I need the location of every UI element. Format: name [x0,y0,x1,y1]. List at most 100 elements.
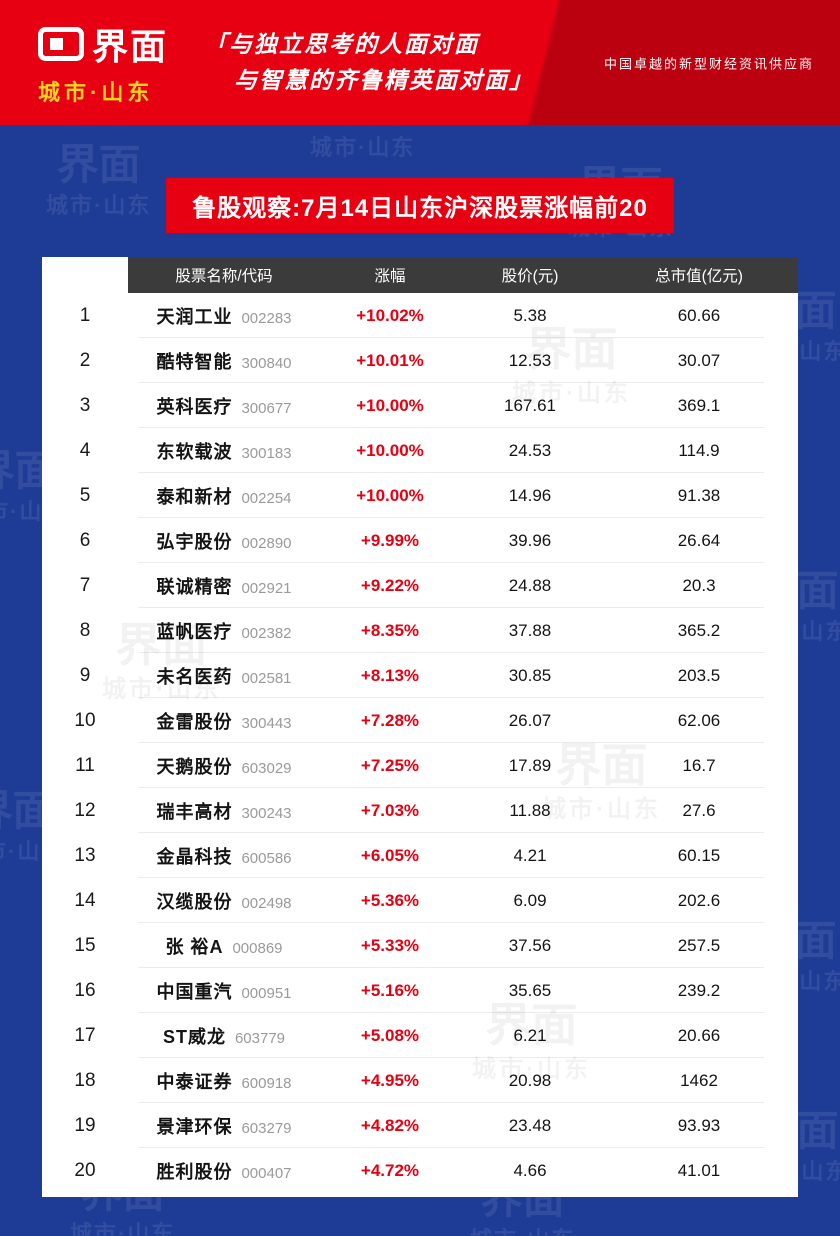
stock-name: 胜利股份 [156,1161,233,1182]
change-percent: +4.72% [360,1160,420,1180]
stock-name-cell: 蓝帆医疗 002382 [128,618,320,644]
table-row: 2 酷特智能 300840 +10.01% 12.53 30.07 [42,338,798,383]
stock-name: 英科医疗 [156,396,233,417]
stock-name: 景津环保 [156,1116,233,1137]
stock-code: 000951 [241,984,292,1002]
stock-price: 39.96 [508,530,552,550]
table-row: 15 张 裕A 000869 +5.33% 37.56 257.5 [42,923,798,968]
stock-name-cell: 天鹅股份 603029 [128,753,320,779]
change-percent: +7.25% [360,755,420,775]
market-cap: 16.7 [682,755,716,775]
stock-name-cell: 弘宇股份 002890 [128,528,320,554]
table-body: 1 天润工业 002283 +10.02% 5.38 60.66 2 酷特智能 … [42,293,798,1193]
rank-number: 11 [75,754,95,776]
stock-name-cell: 东软载波 300183 [128,438,320,464]
table-row: 14 汉缆股份 002498 +5.36% 6.09 202.6 [42,878,798,923]
stock-name: 蓝帆医疗 [156,621,233,642]
stock-name: 未名医药 [156,666,233,687]
stock-price: 167.61 [504,395,556,415]
logo-sub-text: 城市·山东 [38,80,154,105]
stock-name: 金雷股份 [156,711,233,732]
stock-name-cell: 英科医疗 300677 [128,393,320,419]
stock-price: 11.88 [509,800,551,820]
table-row: 17 ST威龙 603779 +5.08% 6.21 20.66 [42,1013,798,1058]
stock-code: 300183 [241,444,292,462]
rank-number: 9 [79,664,91,686]
change-percent: +8.35% [360,620,420,640]
stock-name-cell: 酷特智能 300840 [128,348,320,374]
stock-code: 300840 [241,354,292,372]
stock-price: 37.88 [508,620,552,640]
change-percent: +6.05% [360,845,420,865]
rank-number: 12 [74,799,96,821]
stock-code: 002581 [241,669,292,687]
stock-price: 35.65 [508,980,552,1000]
table-row: 10 金雷股份 300443 +7.28% 26.07 62.06 [42,698,798,743]
stock-code: 002921 [241,579,292,597]
market-cap: 369.1 [677,395,721,415]
stock-price: 23.48 [508,1115,552,1135]
market-cap: 203.5 [677,665,721,685]
title-banner: 鲁股观察:7月14日山东沪深股票涨幅前20 [166,178,674,233]
stock-name: 联诚精密 [156,576,233,597]
rank-number: 5 [79,484,91,506]
stock-code: 300443 [241,714,292,732]
rank-number: 4 [79,439,91,461]
stock-name-cell: 胜利股份 000407 [128,1158,320,1184]
stock-name: 金晶科技 [156,846,233,867]
market-cap: 91.38 [677,485,721,505]
change-percent: +9.99% [360,530,420,550]
stock-price: 6.09 [513,890,547,910]
stock-name-cell: ST威龙 603779 [128,1023,320,1049]
stock-code: 002382 [241,624,292,642]
market-cap: 114.9 [678,440,720,460]
rank-number: 20 [74,1159,96,1181]
stock-name-cell: 景津环保 603279 [128,1113,320,1139]
rank-number: 16 [74,979,96,1001]
stock-name-cell: 联诚精密 002921 [128,573,320,599]
stock-name-cell: 未名医药 002581 [128,663,320,689]
market-cap: 257.5 [677,935,721,955]
stock-code: 002283 [241,309,292,327]
table-row: 13 金晶科技 600586 +6.05% 4.21 60.15 [42,833,798,878]
jiemian-logo-icon [38,27,84,61]
stock-name: 瑞丰高材 [156,801,233,822]
market-cap: 27.6 [682,800,716,820]
table-row: 4 东软载波 300183 +10.00% 24.53 114.9 [42,428,798,473]
stock-code: 600586 [241,849,292,867]
table-row: 1 天润工业 002283 +10.02% 5.38 60.66 [42,293,798,338]
stock-name-cell: 天润工业 002283 [128,303,320,329]
column-header-marketcap: 总市值(亿元) [655,268,743,285]
market-cap: 20.66 [677,1025,721,1045]
change-percent: +9.22% [360,575,420,595]
table-row: 16 中国重汽 000951 +5.16% 35.65 239.2 [42,968,798,1013]
table-row: 12 瑞丰高材 300243 +7.03% 11.88 27.6 [42,788,798,833]
stock-code: 603279 [241,1119,292,1137]
market-cap: 41.01 [677,1160,721,1180]
table-row: 8 蓝帆医疗 002382 +8.35% 37.88 365.2 [42,608,798,653]
stock-name: 汉缆股份 [156,891,233,912]
rank-number: 17 [74,1024,96,1046]
stock-price: 6.21 [513,1025,547,1045]
rank-number: 2 [79,349,91,371]
stock-name: ST威龙 [162,1026,226,1047]
change-percent: +8.13% [360,665,420,685]
change-percent: +4.82% [360,1115,420,1135]
rank-number: 8 [79,619,91,641]
header-quote: 「与独立思考的人面对面 与智慧的齐鲁精英面对面」 [204,27,534,98]
stock-code: 002254 [241,489,292,507]
rank-number: 13 [74,844,96,866]
rank-number: 18 [74,1069,96,1091]
table-row: 5 泰和新材 002254 +10.00% 14.96 91.38 [42,473,798,518]
stock-name: 东软载波 [156,441,233,462]
market-cap: 1462 [680,1070,718,1090]
market-cap: 62.06 [677,710,721,730]
stock-name: 中国重汽 [156,981,233,1002]
table-row: 6 弘宇股份 002890 +9.99% 39.96 26.64 [42,518,798,563]
stock-name-cell: 瑞丰高材 300243 [128,798,320,824]
stock-name: 酷特智能 [156,351,233,372]
market-cap: 30.07 [677,350,721,370]
stock-name: 泰和新材 [156,486,233,507]
stock-code: 603029 [241,759,292,777]
